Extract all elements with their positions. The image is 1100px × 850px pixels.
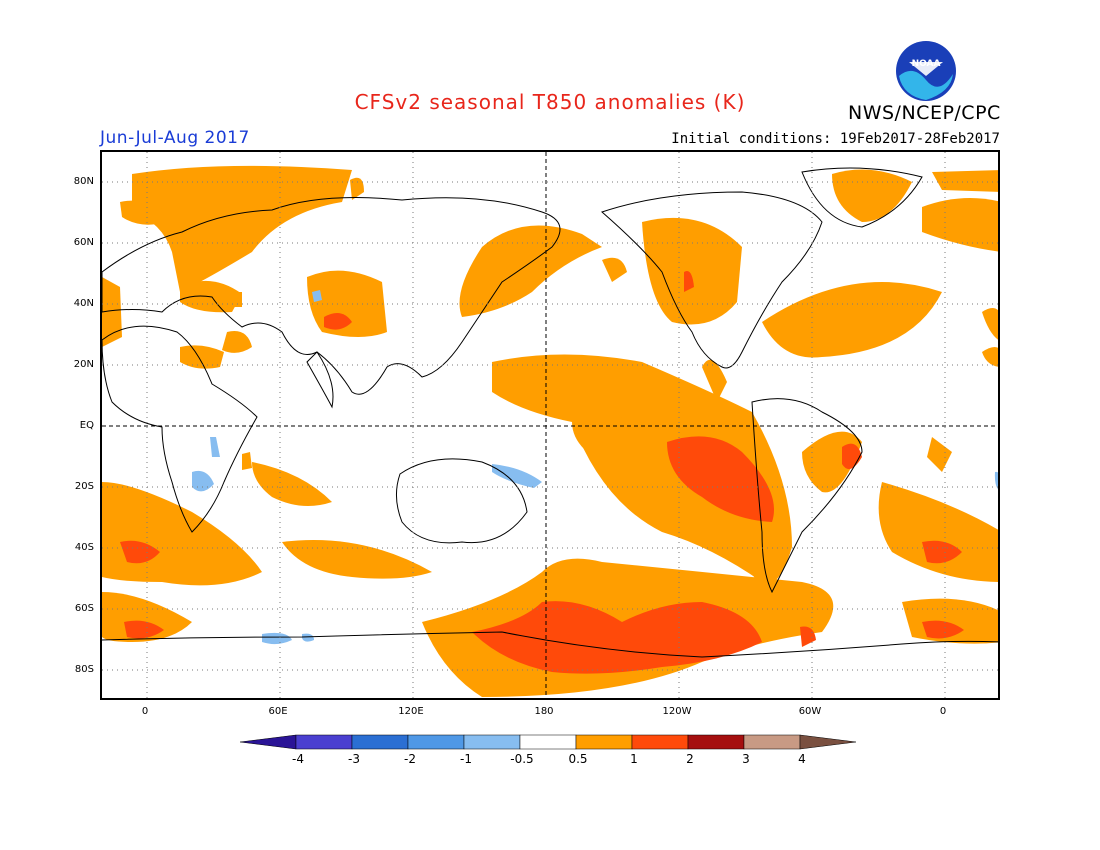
- greenland-outline: [801, 167, 923, 228]
- noaa-logo-icon: NOAA: [896, 41, 956, 101]
- lat-label: 80N: [73, 176, 94, 187]
- africa-outline: [102, 325, 258, 533]
- colorbar: [240, 734, 857, 750]
- graticule: [102, 152, 998, 698]
- strong-warm-anomaly-regions: [120, 271, 964, 674]
- colorbar-label: -3: [348, 752, 360, 766]
- europe-asia-outline: [102, 197, 561, 395]
- lon-label: 180: [534, 706, 554, 717]
- south-america-outline: [751, 398, 863, 594]
- colorbar-label: 3: [742, 752, 750, 766]
- season-label: Jun-Jul-Aug 2017: [100, 128, 250, 148]
- lat-label: 60N: [73, 237, 94, 248]
- lat-label: 20S: [74, 481, 94, 492]
- lon-label: 0: [141, 706, 149, 717]
- colorbar-arrow-high: [799, 734, 857, 750]
- india-outline: [306, 351, 334, 409]
- lat-label: 20N: [73, 359, 94, 370]
- colorbar-segment: [463, 734, 521, 750]
- anomaly-map: [100, 150, 1000, 700]
- colorbar-label: 2: [686, 752, 694, 766]
- colorbar-label: -2: [404, 752, 416, 766]
- lat-label: 60S: [74, 603, 94, 614]
- coastlines: [102, 167, 998, 658]
- lat-label: 40N: [73, 298, 94, 309]
- colorbar-segment: [351, 734, 409, 750]
- colorbar-arrow-low: [240, 734, 297, 750]
- colorbar-segment: [407, 734, 465, 750]
- lon-label: 0: [939, 706, 947, 717]
- svg-text:NOAA: NOAA: [912, 59, 941, 69]
- colorbar-segment: [575, 734, 633, 750]
- cold-anomaly-regions: [192, 290, 998, 645]
- colorbar-label: -4: [292, 752, 304, 766]
- lat-label: 80S: [74, 664, 94, 675]
- colorbar-segment: [687, 734, 745, 750]
- colorbar-label: 4: [798, 752, 806, 766]
- north-america-outline: [601, 191, 823, 369]
- lon-label: 120E: [398, 706, 424, 717]
- colorbar-label: -1: [460, 752, 472, 766]
- colorbar-label: 0.5: [568, 752, 588, 766]
- lat-label: 40S: [74, 542, 94, 553]
- colorbar-segment: [519, 734, 577, 750]
- colorbar-segment: [743, 734, 801, 750]
- chart-title: CFSv2 seasonal T850 anomalies (K): [354, 90, 746, 114]
- colorbar-segment: [295, 734, 353, 750]
- lon-label: 60E: [268, 706, 288, 717]
- lon-label: 120W: [662, 706, 692, 717]
- initial-conditions: Initial conditions: 19Feb2017-28Feb2017: [671, 131, 1000, 147]
- agency-label: NWS/NCEP/CPC: [848, 102, 1001, 124]
- australia-outline: [396, 458, 528, 544]
- colorbar-label: 1: [630, 752, 638, 766]
- antarctica-outline: [102, 631, 998, 658]
- colorbar-segment: [631, 734, 689, 750]
- colorbar-label: -0.5: [510, 752, 534, 766]
- lon-label: 60W: [798, 706, 822, 717]
- lat-label: EQ: [79, 420, 94, 431]
